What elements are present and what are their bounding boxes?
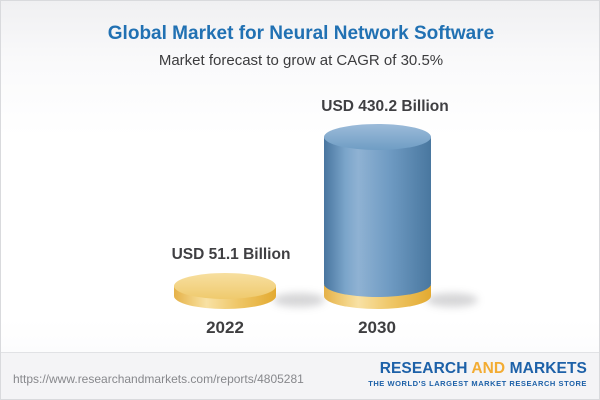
cylinder-bar-chart: [174, 124, 478, 309]
bar-2030: [324, 124, 431, 309]
category-label-2030: 2030: [358, 318, 396, 337]
source-url-link[interactable]: https://www.researchandmarkets.com/repor…: [13, 372, 304, 386]
logo-word-research: RESEARCH: [379, 360, 468, 377]
logo-tagline: THE WORLD'S LARGEST MARKET RESEARCH STOR…: [368, 379, 587, 388]
value-label-2022: USD 51.1 Billion: [171, 246, 291, 263]
shadow-2030: [426, 293, 478, 307]
chart-subtitle: Market forecast to grow at CAGR of 30.5%: [158, 52, 444, 69]
logo-wordmark: RESEARCH AND MARKETS: [368, 360, 587, 378]
footer-bar: https://www.researchandmarkets.com/repor…: [1, 352, 599, 399]
researchandmarkets-logo: RESEARCH AND MARKETS THE WORLD'S LARGEST…: [368, 360, 587, 388]
value-label-2030: USD 430.2 Billion: [321, 98, 449, 115]
shadow-2022: [273, 293, 325, 307]
logo-word-and: AND: [471, 360, 506, 377]
chart-title: Global Market for Neural Network Softwar…: [107, 23, 495, 44]
category-label-2022: 2022: [206, 318, 244, 337]
logo-word-markets: MARKETS: [509, 360, 587, 377]
bar-2022: [174, 273, 276, 309]
